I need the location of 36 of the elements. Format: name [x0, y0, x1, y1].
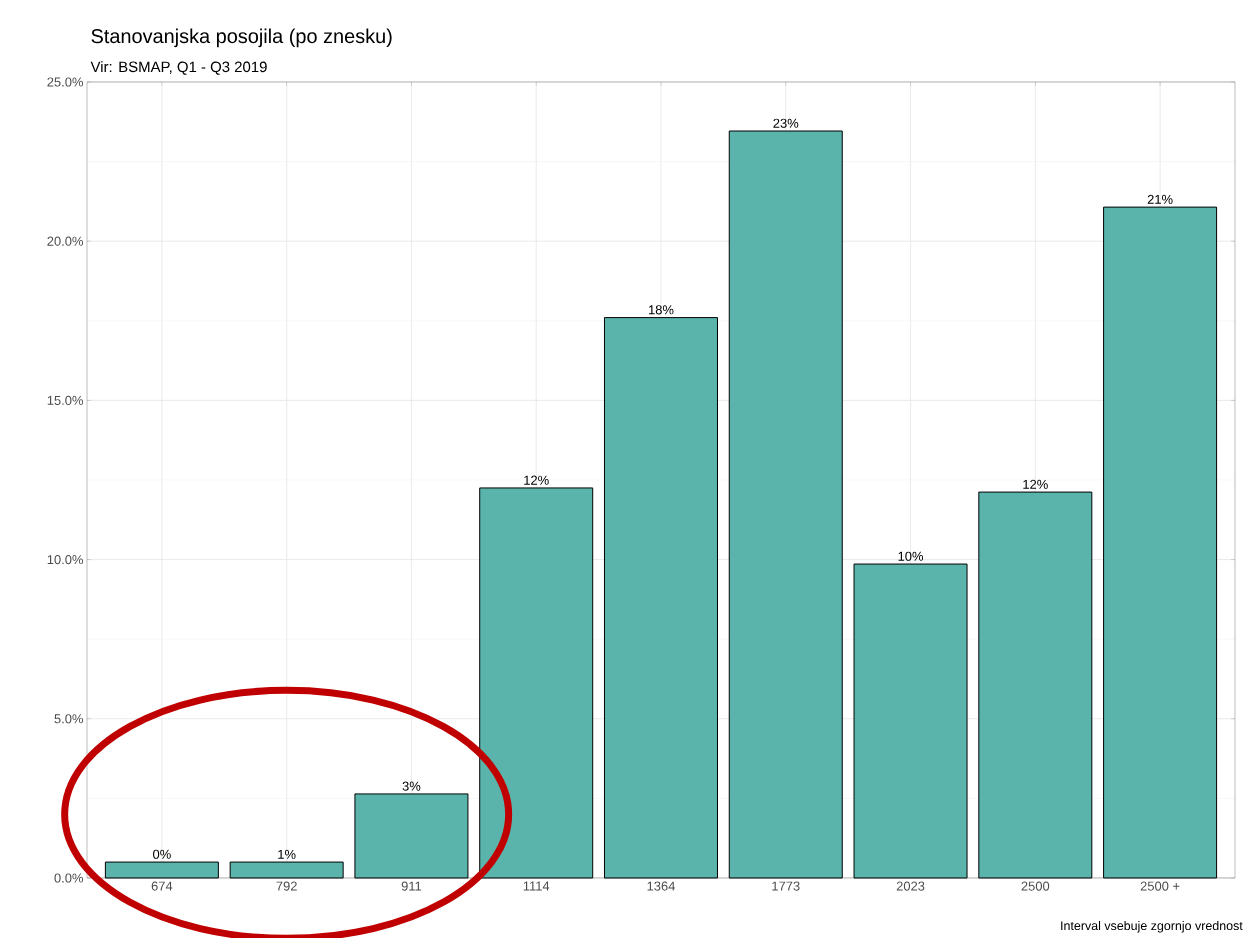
- bar: [354, 793, 469, 879]
- chart-subtitle: Vir: BSMAP, Q1 - Q3 2019: [90, 61, 267, 75]
- x-tick-label: 792: [276, 881, 297, 891]
- bar: [479, 487, 594, 879]
- x-tick-label: 1114: [523, 881, 550, 891]
- y-tick-label: 10.0%: [47, 554, 84, 565]
- data-label: 21%: [1147, 194, 1173, 204]
- y-tick-label: 0.0%: [54, 873, 84, 883]
- x-tick-label: 674: [151, 881, 173, 891]
- y-tick-label: 15.0%: [47, 395, 84, 405]
- data-label: 3%: [402, 781, 421, 791]
- data-label: 23%: [773, 118, 799, 128]
- data-label: 12%: [1023, 479, 1048, 489]
- data-label: 10%: [898, 551, 924, 561]
- bar: [603, 317, 718, 879]
- data-label: 1%: [278, 849, 296, 859]
- x-tick-label: 1364: [647, 881, 676, 891]
- bar: [104, 861, 219, 879]
- bar: [853, 563, 968, 879]
- x-tick-label: 2023: [896, 881, 925, 891]
- x-tick-label: 1773: [772, 881, 800, 891]
- x-tick-label: 911: [401, 881, 422, 891]
- bar: [728, 130, 843, 879]
- text: Interval vsebuje zgornjo vrednost: [1061, 920, 1243, 933]
- bar: [1103, 206, 1218, 879]
- y-tick-label: 20.0%: [47, 236, 84, 246]
- x-tick-label: 2500 +: [1140, 881, 1180, 891]
- y-tick-label: 25.0%: [47, 77, 84, 87]
- data-label: 18%: [649, 305, 674, 315]
- chart-title: Stanovanjska posojila (po znesku): [91, 28, 392, 48]
- data-label: 12%: [524, 475, 549, 485]
- bar: [229, 861, 344, 879]
- x-tick-label: 2500: [1021, 881, 1050, 891]
- y-tick-label: 5.0%: [54, 714, 84, 724]
- data-label: 0%: [153, 849, 171, 859]
- bar: [978, 491, 1093, 879]
